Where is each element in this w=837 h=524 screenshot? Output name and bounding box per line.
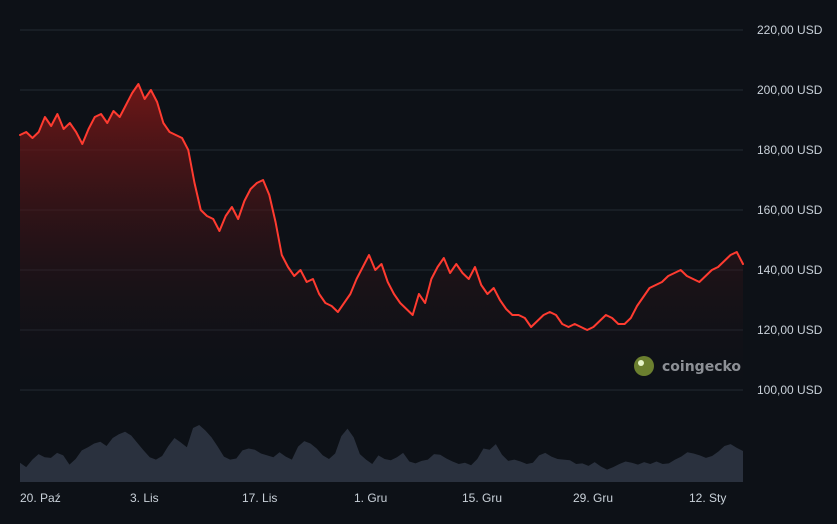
y-tick-label-4: 140,00 USD <box>757 263 823 277</box>
price-area-layer <box>20 84 743 390</box>
x-tick-label-1: 3. Lis <box>130 491 159 505</box>
x-tick-label-6: 12. Sty <box>689 491 726 505</box>
x-tick-label-4: 15. Gru <box>462 491 502 505</box>
x-tick-label-2: 17. Lis <box>242 491 277 505</box>
price-area <box>20 84 743 390</box>
y-tick-label-2: 180,00 USD <box>757 143 823 157</box>
price-line-layer <box>19 83 744 331</box>
x-tick-label-0: 20. Paź <box>20 491 61 505</box>
volume-area <box>20 424 743 482</box>
y-tick-label-0: 220,00 USD <box>757 23 823 37</box>
coingecko-watermark: coingecko <box>634 356 741 376</box>
y-tick-label-3: 160,00 USD <box>757 203 823 217</box>
x-tick-label-3: 1. Gru <box>354 491 387 505</box>
coingecko-logo-icon <box>634 356 654 376</box>
x-tick-label-5: 29. Gru <box>573 491 613 505</box>
x-axis-layer: 20. Paź 3. Lis 17. Lis 1. Gru 15. Gru 29. Gru… <box>20 491 726 505</box>
y-tick-label-5: 120,00 USD <box>757 323 823 337</box>
coingecko-watermark-text: coingecko <box>662 359 741 375</box>
y-axis-layer: 220,00 USD 200,00 USD 180,00 USD 160,00 USD… <box>757 23 823 397</box>
volume-layer <box>19 424 744 482</box>
y-tick-label-6: 100,00 USD <box>757 383 823 397</box>
coingecko-logo-eye-icon <box>638 360 644 366</box>
y-tick-label-1: 200,00 USD <box>757 83 823 97</box>
